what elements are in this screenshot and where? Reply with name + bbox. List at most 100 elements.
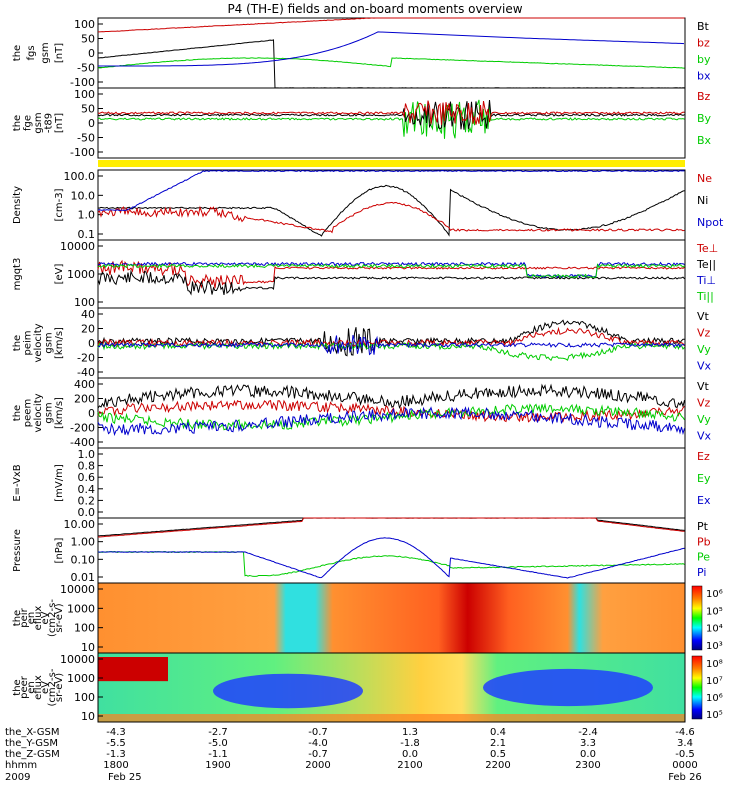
colorbar-peir <box>691 585 703 651</box>
legend-peim: Vx <box>697 360 712 373</box>
legend-efield: Ex <box>697 494 711 507</box>
xaxis-value: 2300 <box>575 760 600 771</box>
ytick-label-peer: 10000 <box>60 653 95 666</box>
trace-fgs-bx <box>98 31 685 67</box>
xaxis-value: -2.4 <box>578 727 598 738</box>
ytick-label-peim: 40 <box>81 308 95 321</box>
xaxis-value: -5.5 <box>106 738 126 749</box>
panel-frame-efield <box>97 447 686 519</box>
ytick-label-efield: 0.2 <box>78 494 96 507</box>
ytick-label-fgs: -100 <box>70 76 95 89</box>
legend-density: Ne <box>697 172 712 185</box>
colorbar-label-peir: 10⁵ <box>706 606 723 617</box>
ylabel-fge: -t89 <box>44 113 55 133</box>
ytick-label-efield: 0.4 <box>78 483 96 496</box>
xaxis-value: -0.7 <box>308 749 328 760</box>
ylabel-peer: the <box>12 679 23 695</box>
legend-fgs: by <box>697 53 711 66</box>
ylabel-peem: the <box>12 405 23 421</box>
ytick-label-fge: -100 <box>70 146 95 159</box>
panel-frame-fgs <box>97 17 686 89</box>
ytick-label-efield: 0.0 <box>78 506 96 519</box>
trace-peem-vz <box>97 399 685 423</box>
peer-low-energy-band <box>98 714 685 722</box>
legend-pressure: Pb <box>697 535 711 548</box>
legend-fge: Bx <box>697 134 712 147</box>
legend-temp: Ti|| <box>696 290 714 303</box>
ylabel-fgs: the <box>12 45 23 61</box>
ytick-label-peim: -40 <box>77 366 95 379</box>
trace-peem-vy <box>97 402 685 431</box>
colorbar-label-peir: 10⁶ <box>706 589 723 600</box>
xaxis-row-label: the_Z-GSM <box>5 749 60 760</box>
ytick-label-efield: 0.6 <box>78 471 96 484</box>
trace-temp-tipar <box>97 263 685 279</box>
trace-fge-bz <box>97 100 685 125</box>
trace-temp-teperp <box>97 259 685 289</box>
ylabel-peem: velocity <box>33 393 44 432</box>
ytick-label-peem: 200 <box>74 393 95 406</box>
trace-pressure-pt <box>97 517 685 537</box>
trace-pressure-pi <box>97 537 685 579</box>
xaxis-value: 2000 <box>305 760 330 771</box>
legend-fgs: Bt <box>697 20 710 33</box>
colorbar-label-peer: 10⁶ <box>706 693 723 704</box>
trace-fgs-bt <box>98 39 685 89</box>
ylabel-efield: E=-VxB <box>12 464 23 501</box>
ylabel-peim: gsm <box>44 332 55 353</box>
xaxis-value: 0000 <box>672 760 697 771</box>
ylabel-pressure: [nPa] <box>54 537 65 563</box>
xaxis-value: -5.0 <box>208 738 228 749</box>
panel-frame-pressure <box>97 517 686 584</box>
ytick-label-fge: 50 <box>81 103 95 116</box>
xaxis-value: 0.0 <box>402 749 418 760</box>
ylabel-peer: sr-eV) <box>54 673 65 702</box>
xaxis-value: 3.4 <box>677 738 693 749</box>
xaxis-value: -1.8 <box>400 738 420 749</box>
legend-temp: Te⊥ <box>696 242 718 255</box>
ytick-label-peim: 20 <box>81 323 95 336</box>
ylabel-peim: the <box>12 335 23 351</box>
plot-title: P4 (TH-E) fields and on-board moments ov… <box>227 2 522 16</box>
colorbar-label-peer: 10⁸ <box>706 659 723 670</box>
ytick-label-pressure: 1.00 <box>71 536 96 549</box>
ylabel-peir: en <box>26 612 37 625</box>
trace-fge-by <box>97 99 685 130</box>
trace-fge-bx <box>97 99 685 139</box>
ytick-label-efield: 1.0 <box>78 448 96 461</box>
ylabel-peim: [km/s] <box>54 327 65 359</box>
ylabel-peir: peir <box>19 607 30 627</box>
legend-peim: Vt <box>697 310 710 323</box>
trace-density-npot <box>97 169 685 211</box>
xaxis-value: 1800 <box>103 760 128 771</box>
legend-peem: Vz <box>697 397 711 410</box>
xaxis-value: 0.4 <box>490 727 506 738</box>
xaxis-value: -1.1 <box>208 749 228 760</box>
ytick-label-peir: 1000 <box>67 602 95 615</box>
legend-peem: Vy <box>697 413 711 426</box>
ylabel-fgs: fgs <box>26 45 37 60</box>
peir-spectrogram <box>98 583 685 653</box>
ytick-label-peem: -200 <box>70 422 95 435</box>
peer-high-flux-patch <box>98 657 168 682</box>
ylabel-pressure: Pressure <box>12 529 23 572</box>
ytick-label-peir: 100 <box>74 622 95 635</box>
legend-efield: Ez <box>697 450 710 463</box>
colorbar-label-peer: 10⁷ <box>706 676 723 687</box>
ytick-label-peem: -400 <box>70 436 95 449</box>
xaxis-value: 1.3 <box>402 727 418 738</box>
xaxis-date-right: Feb 26 <box>668 772 702 783</box>
trace-density-ni <box>97 184 685 237</box>
ytick-label-density: 1.0 <box>78 209 96 222</box>
ytick-label-pressure: 0.10 <box>71 553 96 566</box>
panel-frame-temp <box>97 239 686 309</box>
ytick-label-density: 100.0 <box>64 170 96 183</box>
ylabel-fge: the <box>12 115 23 131</box>
trace-peem-vt <box>97 383 685 410</box>
xaxis-value: 2100 <box>397 760 422 771</box>
ytick-label-peer: 100 <box>74 691 95 704</box>
ytick-label-fgs: 100 <box>74 18 95 31</box>
ytick-label-fge: -50 <box>77 132 95 145</box>
legend-fge: By <box>697 112 712 125</box>
ylabel-fge: [nT] <box>54 113 65 133</box>
